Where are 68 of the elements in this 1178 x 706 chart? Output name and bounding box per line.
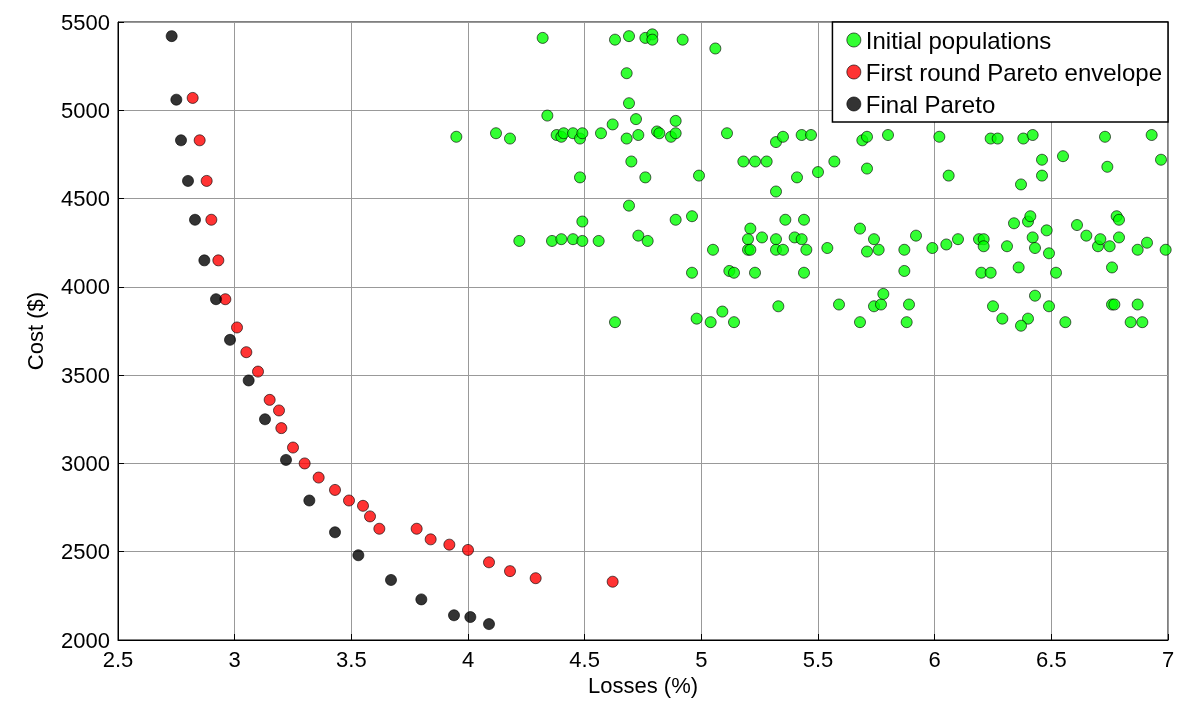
point xyxy=(483,618,495,631)
point xyxy=(529,572,542,585)
x-tick-label: 6 xyxy=(928,646,941,672)
legend-label: Final Pareto xyxy=(865,90,996,118)
point xyxy=(252,365,264,378)
y-tick-label: 4000 xyxy=(61,274,110,300)
legend-label: First round Pareto envelope xyxy=(865,58,1162,86)
point xyxy=(329,526,341,539)
y-tick-label: 3000 xyxy=(61,450,110,476)
point xyxy=(263,393,276,406)
point xyxy=(352,549,365,562)
point xyxy=(606,575,619,588)
point xyxy=(231,321,243,334)
point xyxy=(200,175,213,187)
point xyxy=(182,175,194,187)
point xyxy=(443,538,456,551)
point xyxy=(357,499,369,512)
point xyxy=(462,544,474,556)
y-tick-label: 2500 xyxy=(61,539,110,565)
point xyxy=(165,30,178,43)
point xyxy=(298,457,311,470)
point xyxy=(448,609,460,622)
point xyxy=(373,522,386,535)
x-tick-label: 5 xyxy=(695,646,708,672)
y-tick-label: 3500 xyxy=(61,362,110,388)
y-tick-label: 5000 xyxy=(61,97,110,123)
point xyxy=(205,213,218,226)
point xyxy=(186,92,199,104)
x-tick-label: 5.5 xyxy=(802,646,834,672)
point xyxy=(280,454,292,466)
point xyxy=(410,522,423,535)
point xyxy=(189,213,201,226)
x-tick-label: 6.5 xyxy=(1036,646,1067,672)
point xyxy=(198,254,211,267)
x-axis-title: Losses (%) xyxy=(587,673,699,699)
x-tick-label: 4.5 xyxy=(569,646,600,672)
point xyxy=(364,510,376,523)
point xyxy=(464,611,477,623)
point xyxy=(329,484,341,496)
point xyxy=(210,293,222,306)
point xyxy=(385,574,397,586)
point xyxy=(424,533,437,546)
x-tick-label: 4 xyxy=(461,646,475,672)
point xyxy=(240,346,253,359)
point xyxy=(303,494,316,507)
x-tick-label: 3 xyxy=(228,646,241,672)
point xyxy=(273,404,285,417)
point xyxy=(275,422,288,435)
point xyxy=(287,441,299,454)
point xyxy=(242,374,255,387)
x-tick-label: 7 xyxy=(1161,646,1175,672)
point xyxy=(312,471,325,484)
point xyxy=(193,134,206,147)
point xyxy=(224,333,236,346)
point xyxy=(504,565,516,578)
point xyxy=(415,593,428,606)
y-tick-label: 2000 xyxy=(61,627,110,653)
point xyxy=(483,556,495,569)
y-axis-title: Cost ($) xyxy=(22,291,48,371)
x-tick-label: 3.5 xyxy=(336,646,367,672)
y-tick-label: 5500 xyxy=(61,9,110,35)
point xyxy=(175,134,187,147)
legend-label: Initial populations xyxy=(865,26,1052,54)
point xyxy=(212,254,225,267)
y-tick-label: 4500 xyxy=(61,186,110,212)
point xyxy=(343,494,355,507)
point xyxy=(259,413,271,426)
point xyxy=(170,93,183,106)
